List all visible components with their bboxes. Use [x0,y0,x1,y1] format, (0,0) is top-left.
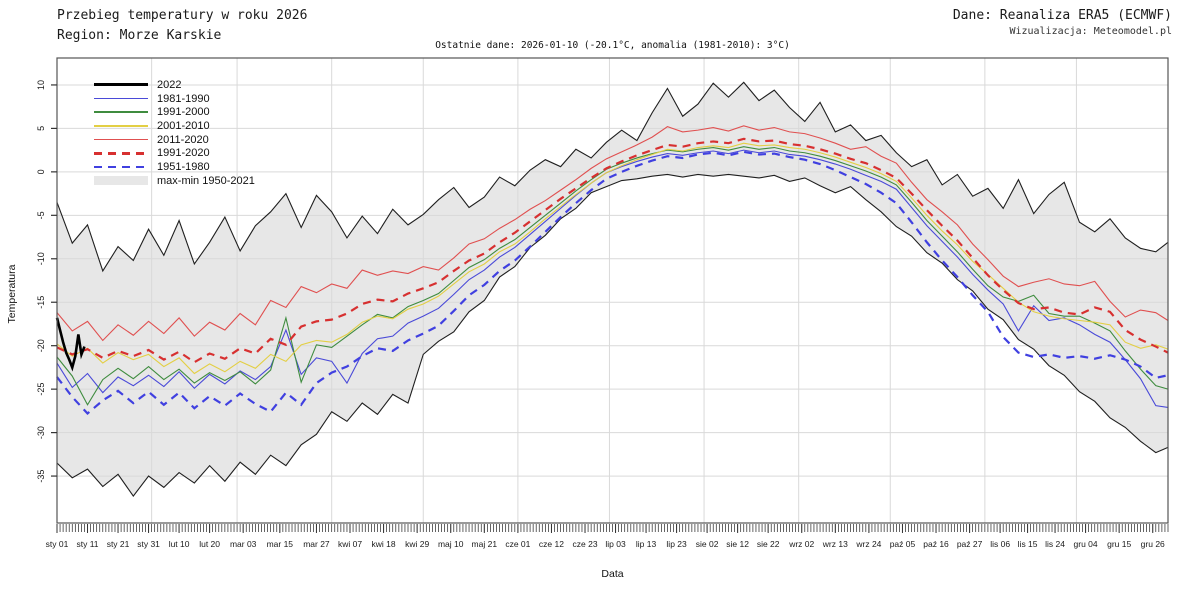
last-data-subtitle: Ostatnie dane: 2026-01-10 (-20.1°C, anom… [435,40,790,51]
y-tick-label: 0 [36,169,46,174]
title-line-2: Region: Morze Karskie [57,28,222,43]
x-tick-label: gru 04 [1074,539,1098,549]
x-axis: sty 01 sty 11 sty 21 sty 31 lut 10 lut 20 mar … [46,524,1165,549]
legend-label: max-min 1950-2021 [157,174,255,187]
legend-swatch-line [94,111,148,113]
gridlines [56,58,1168,523]
y-tick-label: -30 [36,426,46,439]
x-tick-label: kwi 07 [338,539,362,549]
x-tick-label: lis 06 [990,539,1010,549]
x-tick-label: lut 10 [169,539,190,549]
source-block: Dane: Reanaliza ERA5 (ECMWF) Wizualizacj… [953,6,1172,37]
x-tick-label: sie 12 [726,539,749,549]
legend-swatch-line [94,125,148,127]
x-tick-label: maj 21 [472,539,498,549]
y-axis-title: Temperatura [6,264,18,324]
x-tick-label: kwi 29 [405,539,429,549]
x-tick-label: gru 15 [1107,539,1131,549]
chart-title: Przebieg temperatury w roku 2026 Region: … [57,6,307,46]
legend-label: 2022 [157,78,182,91]
x-tick-label: sty 01 [46,539,69,549]
y-tick-label: 10 [36,80,46,90]
x-tick-label: gru 26 [1141,539,1165,549]
y-tick-label: -35 [36,470,46,483]
y-tick-label: -10 [36,252,46,265]
y-tick-label: -25 [36,383,46,396]
x-tick-label: sty 11 [76,539,98,549]
x-tick-label: cze 23 [573,539,598,549]
record-max-line [56,81,1169,273]
legend-label: 2001-2010 [157,119,210,132]
x-tick-label: sie 02 [696,539,719,549]
x-tick-label: lip 23 [666,539,687,549]
x-tick-label: mar 03 [230,539,257,549]
x-tick-label: wrz 24 [855,539,881,549]
legend-item: 1991-2000 [94,105,255,119]
y-tick-label: -5 [36,211,46,219]
x-tick-label: kwi 18 [372,539,396,549]
series-1951-1980 [56,150,1169,416]
x-tick-label: sie 22 [757,539,780,549]
x-tick-label: sty 21 [107,539,130,549]
x-tick-label: lis 24 [1045,539,1065,549]
legend-item: 1991-2020 [94,146,255,160]
y-axis: 10 5 0 -5 -10 -15 -20 -25 -30 -35 [36,80,57,483]
legend-item: max-min 1950-2021 [94,174,255,188]
y-tick-label: -20 [36,339,46,352]
x-axis-title: Data [601,568,624,580]
plot-frame [56,57,1169,524]
legend-item: 1951-1980 [94,160,255,174]
x-tick-label: maj 10 [438,539,464,549]
legend-swatch-line [94,97,148,100]
legend-label: 1951-1980 [157,160,210,173]
x-tick-label: mar 27 [303,539,330,549]
legend-swatch-line [94,138,148,141]
x-tick-label: lip 13 [636,539,657,549]
legend-label: 2011-2020 [157,133,209,146]
legend-item: 1981-1990 [94,92,255,106]
data-source-label: Dane: Reanaliza ERA5 (ECMWF) [952,8,1172,23]
legend-item: 2001-2010 [94,119,255,133]
legend-item: 2022 [94,78,255,92]
legend-label: 1991-2020 [157,147,210,160]
series-1991-2020 [56,137,1169,364]
legend-swatch-dash [94,165,148,169]
x-tick-label: wrz 13 [822,539,848,549]
daily-tick-comb [56,524,1169,532]
x-tick-label: lis 15 [1018,539,1038,549]
x-tick-label: sty 31 [137,539,160,549]
series-current-year [55,317,86,372]
visualization-credit: Wizualizacja: Meteomodel.pl [1009,26,1172,37]
x-tick-label: paź 27 [957,539,983,549]
x-tick-label: paź 05 [890,539,916,549]
legend-label: 1991-2000 [157,106,210,119]
record-min-line [56,173,1169,497]
legend-swatch-line [94,83,148,87]
legend-swatch-dash [94,152,148,155]
x-tick-label: wrz 02 [788,539,814,549]
series-1991-2000 [56,146,1169,406]
x-tick-label: paź 16 [923,539,949,549]
chart-legend: 2022 1981-1990 1991-2000 2001-2010 2011-2020… [94,78,255,188]
x-tick-label: lut 20 [199,539,220,549]
legend-label: 1981-1990 [157,92,210,105]
x-tick-label: cze 01 [505,539,530,549]
x-tick-label: cze 12 [539,539,564,549]
x-tick-label: lip 03 [605,539,626,549]
y-tick-label: -15 [36,296,46,309]
title-line-1: Przebieg temperatury w roku 2026 [57,8,308,23]
series-2011-2020 [56,125,1169,342]
legend-swatch-band [94,176,148,186]
legend-item: 2011-2020 [94,133,255,147]
y-tick-label: 5 [36,126,46,131]
x-tick-label: mar 15 [267,539,294,549]
